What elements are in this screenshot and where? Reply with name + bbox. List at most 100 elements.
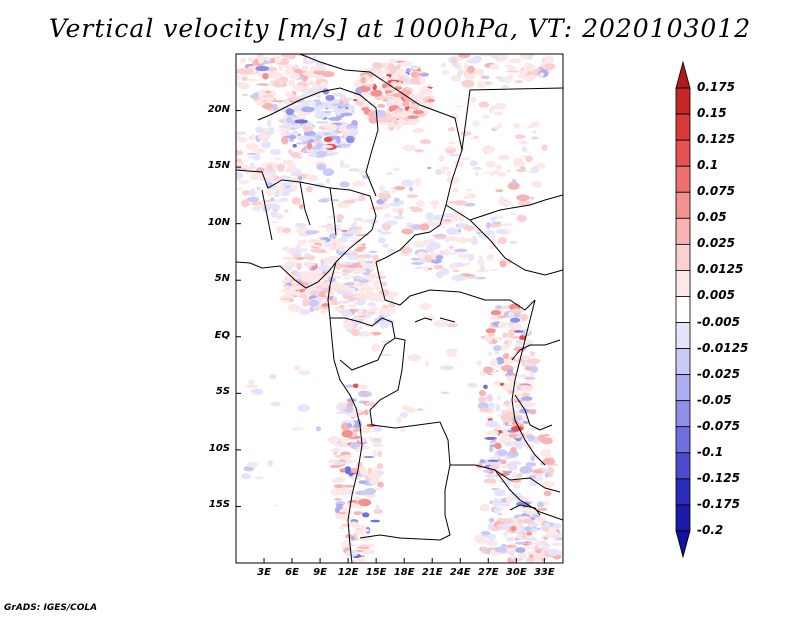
field-speckle (439, 250, 446, 256)
field-speckle (352, 496, 362, 500)
velocity-field (236, 44, 563, 563)
field-speckle (343, 261, 354, 265)
field-speckle (408, 93, 419, 101)
field-speckle (427, 166, 432, 170)
field-speckle (329, 464, 341, 469)
field-speckle (321, 303, 330, 307)
field-speckle (510, 308, 522, 315)
field-speckle (306, 261, 312, 268)
field-speckle (506, 374, 514, 382)
field-speckle (310, 248, 324, 253)
colorbar-segment (675, 400, 691, 428)
field-speckle (493, 507, 501, 513)
field-speckle (378, 237, 386, 244)
field-speckle (357, 498, 372, 507)
field-speckle (355, 267, 362, 275)
field-speckle (357, 254, 369, 258)
field-speckle (331, 238, 341, 244)
field-speckle (473, 68, 485, 76)
field-speckle (345, 534, 353, 539)
field-speckle (419, 139, 432, 145)
field-speckle (522, 44, 527, 49)
field-speckle (256, 186, 261, 190)
field-speckle (541, 144, 548, 151)
field-speckle (268, 127, 275, 135)
colorbar-label: -0.005 (697, 314, 740, 329)
field-speckle (364, 102, 377, 106)
field-speckle (497, 321, 507, 329)
field-speckle (513, 122, 521, 129)
field-speckle (529, 524, 534, 528)
field-speckle (399, 411, 409, 418)
field-speckle (238, 180, 250, 184)
colorbar-arrow-bottom (675, 530, 691, 559)
lon-label: 30E (505, 567, 527, 578)
colorbar-segment (675, 113, 691, 141)
field-speckle (358, 194, 366, 202)
field-speckle (419, 223, 430, 231)
field-speckle (451, 274, 466, 282)
field-speckle (525, 155, 533, 163)
field-speckle (482, 145, 495, 154)
field-speckle (504, 64, 515, 67)
field-speckle (472, 235, 477, 241)
field-speckle (503, 49, 514, 51)
field-speckle (261, 102, 274, 110)
colorbar-segment (675, 87, 691, 115)
field-speckle (410, 224, 422, 230)
field-speckle (457, 217, 465, 222)
colorbar-segment (675, 348, 691, 376)
field-speckle (339, 181, 350, 188)
field-speckle (362, 512, 370, 518)
field-speckle (490, 310, 502, 316)
field-speckle (358, 169, 366, 175)
field-speckle (502, 419, 514, 423)
field-speckle (492, 455, 499, 460)
field-speckle (277, 164, 285, 172)
field-speckle (439, 365, 454, 371)
field-speckle (283, 284, 290, 287)
field-speckle (493, 336, 504, 341)
field-speckle (519, 334, 527, 341)
colorbar-segment (675, 243, 691, 271)
field-speckle (252, 153, 261, 161)
field-speckle (382, 98, 388, 102)
field-speckle (489, 446, 494, 453)
field-speckle (365, 84, 375, 88)
field-speckle (237, 136, 248, 143)
field-speckle (308, 299, 319, 307)
field-speckle (305, 289, 311, 295)
field-speckle (522, 146, 527, 152)
field-speckle (372, 425, 382, 433)
field-speckle (427, 83, 433, 87)
field-speckle (372, 438, 382, 441)
field-speckle (547, 548, 560, 557)
field-speckle (360, 76, 367, 84)
field-speckle (372, 449, 377, 457)
colorbar-label: 0.15 (697, 106, 727, 121)
field-speckle (270, 90, 276, 96)
field-speckle (336, 214, 345, 221)
field-speckle (363, 529, 370, 532)
field-speckle (399, 200, 405, 206)
field-speckle (464, 262, 471, 266)
field-speckle (284, 67, 295, 75)
field-speckle (424, 316, 436, 321)
field-speckle (324, 112, 331, 117)
field-speckle (522, 420, 530, 424)
field-speckle (493, 345, 502, 352)
field-speckle (363, 291, 378, 299)
field-speckle (323, 136, 333, 143)
field-speckle (460, 131, 472, 136)
field-speckle (288, 55, 295, 60)
field-speckle (391, 73, 400, 80)
field-speckle (424, 254, 433, 263)
field-speckle (493, 498, 500, 501)
colorbar-segment (675, 139, 691, 167)
field-speckle (351, 237, 359, 240)
field-speckle (257, 56, 264, 64)
field-speckle (505, 470, 513, 474)
field-speckle (362, 282, 370, 288)
field-speckle (329, 256, 339, 263)
field-speckle (386, 171, 393, 175)
